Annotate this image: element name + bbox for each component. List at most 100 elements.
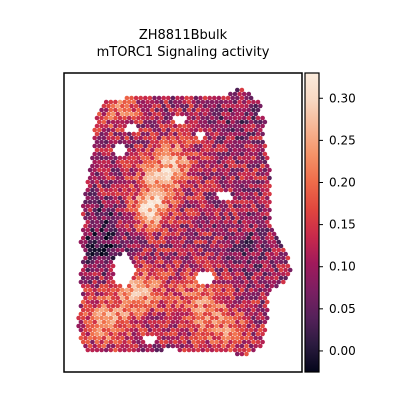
- spot: [235, 271, 240, 277]
- spot: [237, 155, 242, 161]
- spot: [244, 223, 249, 229]
- spot: [182, 235, 187, 241]
- spot: [255, 339, 261, 345]
- spot: [152, 319, 157, 325]
- spot: [255, 331, 261, 337]
- spot: [287, 267, 293, 273]
- spot: [106, 215, 111, 221]
- spot: [97, 127, 102, 133]
- spot: [101, 295, 107, 301]
- spot: [129, 199, 134, 205]
- spot: [232, 275, 238, 281]
- spot: [175, 247, 180, 253]
- spot: [175, 143, 180, 149]
- spot: [97, 231, 102, 237]
- spot: [207, 327, 212, 333]
- spot: [113, 187, 118, 193]
- spot: [228, 163, 233, 169]
- spot: [90, 203, 95, 209]
- spot: [255, 139, 261, 145]
- spot: [260, 147, 265, 153]
- spot: [218, 227, 224, 233]
- spot: [143, 231, 148, 237]
- spot: [228, 299, 233, 305]
- spot: [209, 307, 215, 313]
- spot: [267, 263, 272, 269]
- spot: [182, 99, 187, 105]
- spot: [260, 195, 265, 201]
- spot: [189, 207, 194, 213]
- spot: [133, 175, 139, 181]
- spot: [198, 263, 203, 269]
- spot: [85, 291, 91, 297]
- spot: [212, 103, 217, 109]
- spot: [209, 155, 215, 161]
- spot: [258, 223, 263, 229]
- spot: [168, 235, 173, 241]
- spot: [179, 239, 185, 245]
- spot: [198, 255, 203, 261]
- spot: [248, 175, 254, 181]
- spot: [212, 135, 217, 141]
- spot: [193, 231, 199, 237]
- spot: [198, 151, 203, 157]
- spot: [258, 127, 263, 133]
- spot: [216, 239, 222, 245]
- spot: [195, 203, 201, 209]
- spot: [216, 207, 222, 213]
- spot: [168, 131, 173, 137]
- spot: [152, 327, 157, 333]
- spot: [152, 111, 157, 117]
- spot: [258, 311, 263, 317]
- spot: [241, 179, 247, 185]
- spot: [251, 131, 256, 137]
- spot: [87, 215, 93, 221]
- spot: [138, 135, 143, 141]
- spot: [90, 235, 95, 241]
- spot: [78, 271, 84, 277]
- spot: [78, 239, 84, 245]
- spot: [92, 191, 97, 197]
- spot: [232, 203, 238, 209]
- spot: [281, 271, 286, 277]
- spot: [170, 343, 176, 349]
- spot: [195, 259, 201, 265]
- spot: [149, 347, 155, 353]
- spot: [239, 103, 245, 109]
- spot: [163, 131, 169, 137]
- spot: [136, 347, 141, 353]
- spot: [145, 251, 150, 257]
- spot: [85, 195, 91, 201]
- spot: [83, 343, 88, 349]
- spot: [205, 315, 210, 321]
- spot: [87, 271, 93, 277]
- spot: [182, 139, 187, 145]
- spot: [168, 251, 173, 257]
- spot: [228, 147, 233, 153]
- spot: [87, 311, 93, 317]
- spot: [200, 331, 206, 337]
- spot: [159, 147, 164, 153]
- spot: [87, 167, 93, 173]
- spot: [253, 327, 258, 333]
- spot: [193, 111, 199, 117]
- spot: [124, 143, 130, 149]
- spot: [156, 167, 162, 173]
- spot: [255, 283, 261, 289]
- spot: [177, 179, 183, 185]
- chart-subtitle: mTORC1 Signaling activity: [97, 45, 270, 60]
- spot: [152, 247, 157, 253]
- spot: [241, 299, 247, 305]
- spot: [189, 143, 194, 149]
- spot: [166, 335, 171, 341]
- spot: [90, 307, 95, 313]
- spot: [163, 107, 169, 113]
- spot: [113, 155, 118, 161]
- spot: [94, 307, 100, 313]
- spot: [172, 291, 178, 297]
- spot: [225, 183, 231, 189]
- spot: [202, 95, 208, 101]
- spot: [267, 175, 272, 181]
- spot: [200, 291, 206, 297]
- spot: [110, 103, 116, 109]
